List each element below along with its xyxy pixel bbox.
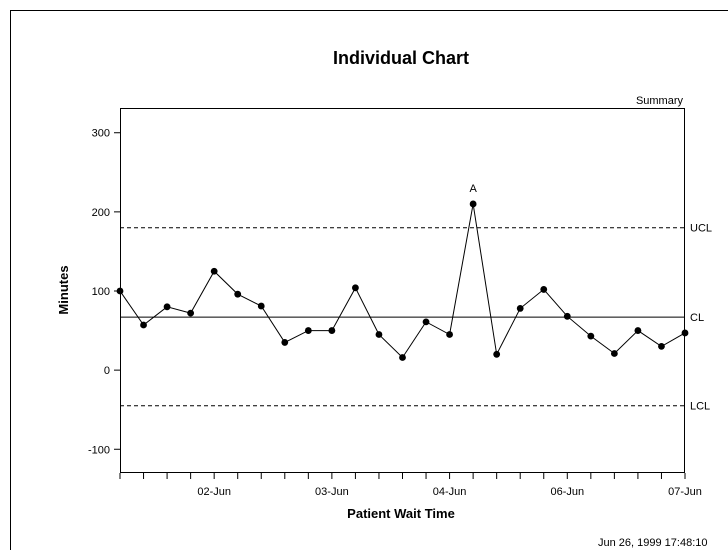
data-point	[564, 313, 571, 320]
data-point	[470, 201, 477, 208]
data-point	[682, 330, 689, 337]
x-tick-label: 03-Jun	[315, 486, 349, 498]
data-point	[587, 333, 594, 340]
limit-label-cl: CL	[690, 312, 704, 324]
data-point	[658, 343, 665, 350]
footer-timestamp: Jun 26, 1999 17:48:10	[598, 537, 707, 549]
data-series	[117, 201, 689, 361]
data-point	[423, 318, 430, 325]
data-point	[187, 310, 194, 317]
y-axis-label: Minutes	[56, 265, 71, 314]
data-point	[352, 284, 359, 291]
data-point	[281, 339, 288, 346]
annotation-label: A	[469, 183, 477, 195]
data-point	[258, 303, 265, 310]
data-point	[446, 331, 453, 338]
x-tick-label: 07-Jun	[668, 486, 702, 498]
limit-label-ucl: UCL	[690, 223, 712, 235]
x-tick-label: 06-Jun	[550, 486, 584, 498]
y-tick-label: 300	[92, 128, 110, 140]
chart-title: Individual Chart	[333, 48, 469, 68]
data-point	[376, 331, 383, 338]
data-point	[234, 291, 241, 298]
data-point	[140, 322, 147, 329]
data-point	[611, 350, 618, 357]
y-tick-label: 0	[104, 365, 110, 377]
data-point	[328, 327, 335, 334]
x-axis-label: Patient Wait Time	[347, 506, 455, 521]
plot-area	[121, 109, 685, 473]
y-tick-label: 100	[92, 286, 110, 298]
data-point	[305, 327, 312, 334]
series-line	[120, 204, 685, 358]
x-axis: 02-Jun 03-Jun 04-Jun 06-Jun 07-Jun	[120, 473, 702, 498]
data-point	[517, 305, 524, 312]
panel-label: Summary	[636, 95, 684, 107]
limit-label-lcl: LCL	[690, 401, 710, 413]
x-tick-label: 04-Jun	[433, 486, 467, 498]
y-axis: 300 200 100 0 -100	[88, 128, 120, 457]
x-tick-label: 02-Jun	[197, 486, 231, 498]
data-point	[540, 286, 547, 293]
data-point	[211, 268, 218, 275]
control-limits: UCL CL LCL	[120, 223, 712, 413]
y-tick-label: 200	[92, 207, 110, 219]
data-point	[635, 327, 642, 334]
outer-border	[11, 11, 728, 551]
data-point	[399, 354, 406, 361]
data-point	[164, 303, 171, 310]
data-point	[117, 288, 124, 295]
data-point	[493, 351, 500, 358]
annotations: A	[469, 183, 477, 195]
y-tick-label: -100	[88, 444, 110, 456]
